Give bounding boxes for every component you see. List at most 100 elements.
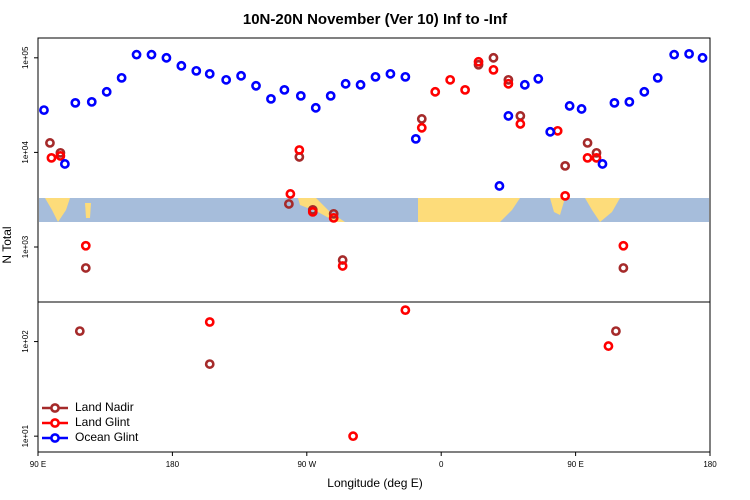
point [348, 431, 358, 442]
point [560, 190, 571, 201]
point [279, 84, 290, 95]
legend-symbol [50, 403, 60, 413]
x-tick-label: 0 [439, 460, 444, 469]
point [576, 104, 587, 114]
point [494, 181, 505, 191]
x-axis-label: Longitude (deg E) [327, 476, 422, 490]
chart-title: 10N-20N November (Ver 10) Inf to -Inf [243, 11, 508, 28]
point [204, 68, 215, 79]
legend-symbol [50, 433, 60, 443]
legend-label: Ocean Glint [75, 430, 139, 444]
point [582, 152, 593, 163]
point [74, 326, 85, 337]
point [503, 74, 514, 85]
point [416, 114, 427, 124]
y-tick-label: 1e+03 [21, 235, 30, 258]
y-axis-label: N Total [0, 226, 14, 263]
point [46, 152, 57, 163]
plot-frame [37, 37, 711, 453]
point [295, 90, 306, 101]
point [116, 72, 127, 83]
y-tick-label: 1e+02 [21, 330, 30, 353]
map-strip [39, 198, 709, 222]
point [609, 97, 620, 108]
point [328, 208, 339, 219]
x-tick-label: 90 W [297, 460, 316, 469]
point [204, 359, 215, 369]
point [355, 79, 366, 90]
point [618, 263, 629, 273]
point [597, 159, 608, 169]
point [39, 105, 49, 116]
point [294, 145, 305, 155]
point [325, 90, 336, 101]
point [416, 122, 427, 133]
point [340, 78, 351, 89]
point [191, 65, 202, 76]
point [310, 102, 321, 113]
point [603, 341, 614, 351]
point [70, 97, 81, 108]
point [545, 126, 556, 137]
point [488, 52, 499, 63]
point [611, 326, 621, 337]
point [503, 111, 514, 121]
point [684, 49, 694, 59]
point [59, 159, 70, 169]
point [697, 52, 708, 63]
point [45, 138, 55, 148]
point [221, 74, 232, 85]
point [591, 147, 602, 158]
point [652, 72, 663, 83]
point [400, 305, 411, 316]
point [669, 49, 680, 60]
point [430, 86, 441, 97]
legend-label: Land Glint [75, 415, 130, 429]
x-tick-label: 180 [166, 460, 180, 469]
point [582, 138, 593, 148]
point [370, 71, 381, 82]
point [146, 49, 157, 60]
point [503, 78, 514, 89]
point [236, 70, 246, 81]
point [460, 84, 470, 95]
point [161, 52, 172, 63]
point [86, 96, 97, 107]
point [328, 213, 339, 223]
x-tick-label: 90 E [567, 460, 583, 469]
point [560, 160, 571, 171]
point [618, 240, 629, 251]
point [307, 206, 318, 217]
x-tick-label: 180 [703, 460, 717, 469]
legend-symbol [50, 418, 60, 428]
x-tick-label: 90 E [30, 460, 46, 469]
point [473, 56, 484, 67]
point [515, 119, 526, 129]
point [80, 263, 91, 273]
point [400, 71, 411, 82]
point [80, 240, 91, 251]
point [101, 86, 112, 97]
y-tick-label: 1e+01 [21, 424, 30, 447]
point [533, 73, 544, 84]
point [131, 49, 142, 60]
legend-label: Land Nadir [75, 400, 134, 414]
point [591, 152, 602, 163]
point [176, 60, 187, 71]
point [337, 261, 348, 271]
point [564, 101, 575, 111]
point [204, 317, 215, 327]
point [488, 64, 499, 75]
point [624, 96, 635, 107]
point [519, 79, 530, 90]
point [283, 199, 294, 209]
y-tick-label: 1e+05 [21, 46, 30, 69]
point [552, 125, 563, 136]
y-tick-label: 1e+04 [21, 141, 30, 164]
point [385, 68, 396, 79]
point [410, 133, 421, 144]
point [515, 111, 526, 121]
point [251, 80, 261, 91]
point [266, 93, 276, 104]
